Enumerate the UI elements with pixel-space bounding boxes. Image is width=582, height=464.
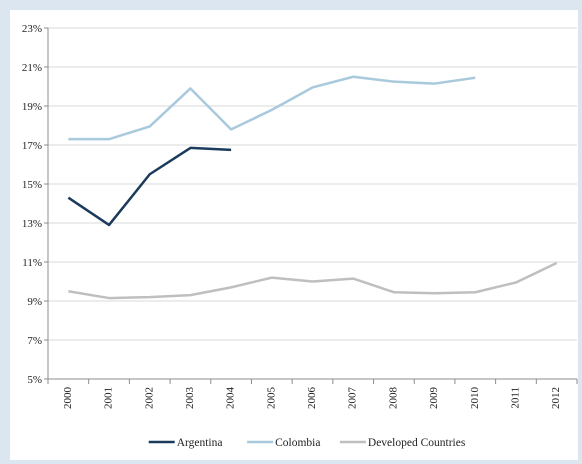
y-tick-label: 11% [22,257,42,269]
x-axis-tick-labels: 2000 2001 2002 2003 2004 2005 2006 2007 2008 2009… [62,387,562,410]
series-lines [67,75,558,300]
y-tick-label: 7% [27,335,42,347]
legend-label-developed-countries: Developed Countries [368,437,466,449]
x-tick-label: 2000 [62,387,74,410]
series-line-argentina [67,146,232,227]
y-tick-label: 9% [27,296,42,308]
y-tick-label: 15% [22,179,42,191]
gridlines [48,27,577,380]
series-line-developed-countries [68,261,558,300]
x-tick-label: 2009 [428,387,440,410]
legend-label-argentina: Argentina [177,437,223,449]
x-tick-label: 2003 [184,387,196,410]
legend-label-colombia: Colombia [275,437,320,449]
y-tick-label: 23% [22,23,42,35]
series-line-colombia [68,75,476,141]
x-tick-label: 2011 [509,387,521,409]
y-tick-label: 21% [22,62,42,74]
y-tick-label: 19% [22,101,42,113]
y-tick-label: 13% [22,218,42,230]
chart-panel: 5% 7% 9% 11% 13% 15% 17% 19% 21% 23% 2000 2001 2002… [10,10,578,460]
y-tick-label: 5% [27,374,42,386]
y-tick-label: 17% [22,140,42,152]
y-axis-tick-labels: 5% 7% 9% 11% 13% 15% 17% 19% 21% 23% [22,23,42,386]
x-tick-label: 2010 [469,387,481,410]
x-tick-label: 2001 [103,387,115,409]
x-tick-label: 2006 [306,387,318,410]
x-tick-label: 2008 [387,387,399,410]
axes [44,27,578,384]
x-tick-label: 2002 [143,387,155,409]
x-tick-label: 2012 [550,387,562,409]
line-chart: 5% 7% 9% 11% 13% 15% 17% 19% 21% 23% 2000 2001 2002… [22,23,578,449]
x-tick-label: 2007 [347,387,359,410]
legend: Argentina Colombia Developed Countries [148,437,466,449]
x-tick-label: 2005 [265,387,277,410]
x-tick-label: 2004 [225,387,237,410]
